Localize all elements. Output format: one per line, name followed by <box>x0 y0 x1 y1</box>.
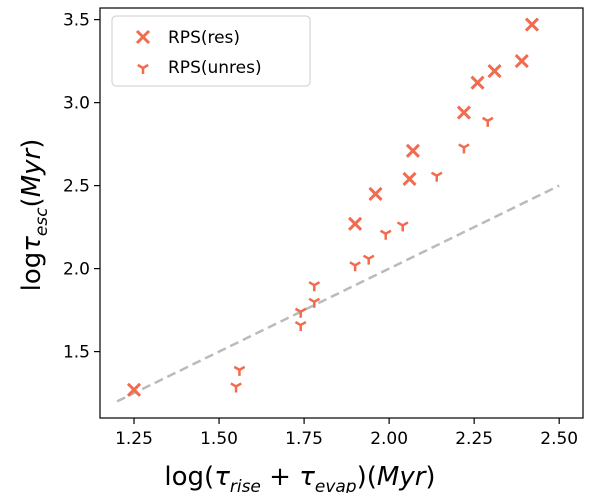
legend-label-res: RPS(res) <box>168 28 240 48</box>
point-unres-7 <box>362 254 375 265</box>
reference-line-layer <box>116 184 560 403</box>
point-unres-8 <box>379 229 392 240</box>
point-res-0 <box>126 382 142 397</box>
y-axis-title: logτesc(Myr) <box>17 139 52 292</box>
x-tick-label: 1.75 <box>285 429 323 449</box>
reference-line <box>116 184 560 403</box>
legend-box <box>111 15 311 87</box>
legend: RPS(res) RPS(unres) <box>111 15 311 87</box>
x-tick-label: 2.25 <box>455 429 493 449</box>
point-unres-9 <box>396 221 409 232</box>
x-axis-ticks: 1.25 1.50 1.75 2.00 2.25 2.50 <box>115 418 578 449</box>
y-tick-label: 3.0 <box>63 94 90 114</box>
x-tick-label: 1.25 <box>115 429 153 449</box>
plot-frame <box>99 7 584 419</box>
point-res-1 <box>348 216 363 231</box>
point-res-8 <box>514 54 529 69</box>
y-tick-label: 3.5 <box>63 11 90 31</box>
point-unres-5 <box>308 281 321 292</box>
point-unres-2 <box>294 320 307 332</box>
point-unres-10 <box>430 171 443 182</box>
legend-label-unres: RPS(unres) <box>168 58 262 78</box>
point-unres-12 <box>481 116 494 127</box>
y-tick-label: 2.0 <box>63 260 90 280</box>
point-res-4 <box>405 143 420 158</box>
x-tick-label: 2.00 <box>370 429 408 449</box>
point-res-7 <box>487 64 502 79</box>
legend-marker-unres <box>137 63 149 74</box>
y-tick-label: 1.5 <box>63 343 90 363</box>
point-unres-1 <box>233 365 246 376</box>
point-unres-0 <box>230 382 242 393</box>
data-points-layer <box>126 17 540 397</box>
y-tick-label: 2.5 <box>63 177 90 197</box>
point-unres-4 <box>308 297 321 308</box>
point-unres-3 <box>294 307 307 318</box>
point-unres-6 <box>349 261 361 272</box>
point-res-2 <box>368 186 383 201</box>
x-tick-label: 1.50 <box>200 429 238 449</box>
point-res-6 <box>470 75 485 90</box>
point-res-3 <box>402 171 417 187</box>
point-unres-11 <box>458 143 470 154</box>
x-axis-title: log(τrise + τevap)(Myr) <box>164 462 435 493</box>
point-res-9 <box>524 17 540 32</box>
x-tick-label: 2.50 <box>540 429 578 449</box>
point-res-5 <box>456 105 472 120</box>
legend-marker-res <box>135 29 151 45</box>
y-axis-ticks: 1.5 2.0 2.5 3.0 3.5 <box>63 11 100 363</box>
